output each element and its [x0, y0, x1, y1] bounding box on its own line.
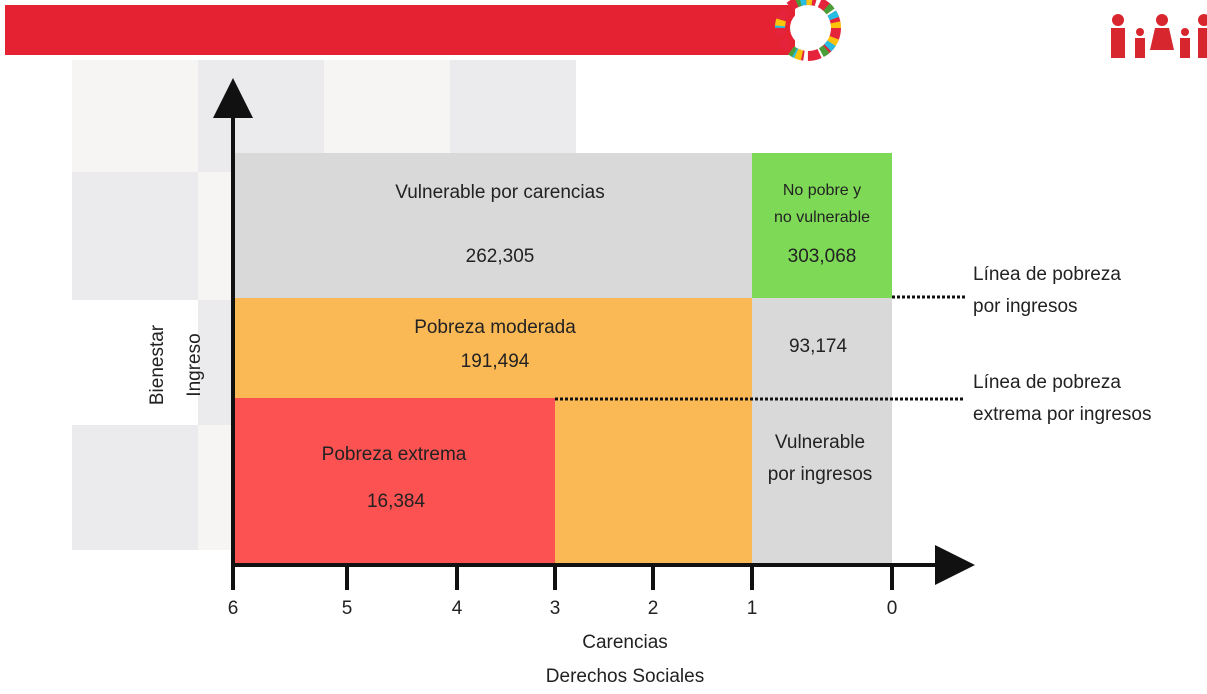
region-label: No pobre y [783, 182, 861, 199]
region-no-pobre [752, 153, 892, 298]
line-label: por ingresos [973, 296, 1078, 317]
region-label: Pobreza extrema [322, 444, 467, 465]
region-label: por ingresos [768, 464, 873, 485]
x-tick-label: 1 [747, 598, 758, 619]
x-axis-label: Carencias [582, 632, 668, 653]
x-tick-label: 6 [228, 598, 239, 619]
header-bar [5, 5, 795, 55]
region-value: 16,384 [367, 491, 426, 512]
region-vulnerable-carencias [233, 153, 752, 298]
sdg-wheel [775, 0, 841, 61]
line-label: Línea de pobreza [973, 372, 1121, 393]
x-tick-label: 4 [452, 598, 463, 619]
region-label: Vulnerable [775, 432, 865, 453]
region-vulnerable-ingresos [752, 298, 892, 565]
y-axis-label: Bienestar [147, 324, 168, 405]
x-tick-label: 5 [342, 598, 353, 619]
region-pobreza-extrema [233, 398, 555, 565]
y-axis-label: Ingreso [184, 333, 205, 396]
line-label: Línea de pobreza [973, 264, 1121, 285]
region-label: no vulnerable [774, 209, 870, 226]
region-label: Pobreza moderada [414, 317, 576, 338]
region-pobreza-moderada [233, 298, 752, 398]
x-tick-label: 2 [648, 598, 659, 619]
region-pobreza-moderada-low [555, 398, 752, 565]
x-axis-label: Derechos Sociales [546, 666, 704, 687]
x-tick-label: 0 [887, 598, 898, 619]
line-label: extrema por ingresos [973, 404, 1151, 425]
family-icon [1111, 14, 1207, 58]
region-value: 303,068 [788, 246, 857, 267]
x-tick-label: 3 [550, 598, 561, 619]
x-ticks: 6 5 4 3 2 1 0 [228, 565, 898, 619]
region-value: 93,174 [789, 336, 848, 357]
region-value: 262,305 [466, 246, 535, 267]
region-value: 191,494 [461, 351, 530, 372]
background-tiles [72, 60, 576, 550]
region-label: Vulnerable por carencias [395, 182, 604, 203]
